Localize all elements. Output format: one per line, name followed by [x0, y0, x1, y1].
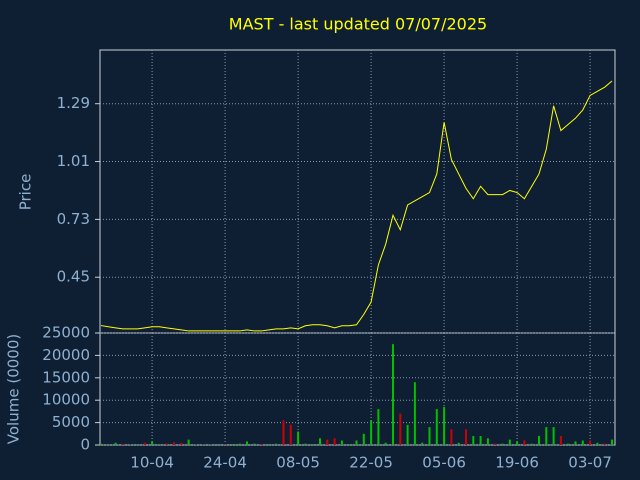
volume-bar [545, 427, 548, 445]
volume-bar [472, 436, 475, 445]
volume-bar [465, 429, 467, 445]
volume-bar [107, 444, 110, 445]
volume-bar [297, 431, 300, 445]
volume-bar [114, 442, 117, 445]
volume-bar [238, 443, 241, 445]
volume-bar [340, 440, 343, 445]
x-tick-label: 05-06 [422, 454, 466, 472]
volume-bar [538, 436, 540, 445]
volume-bar [589, 440, 592, 445]
volume-bar [136, 444, 139, 445]
volume-bar [362, 433, 365, 445]
x-tick-label: 19-06 [495, 454, 539, 472]
volume-bar [457, 442, 460, 445]
volume-bar [384, 442, 387, 445]
y-tick-label: 0.73 [57, 210, 90, 228]
x-tick-label: 24-04 [203, 454, 247, 472]
price-line [100, 80, 613, 332]
volume-bar [611, 439, 613, 445]
volume-bar [158, 444, 161, 445]
volume-bar [333, 438, 336, 445]
volume-bar [486, 438, 489, 445]
volume-bar [435, 409, 438, 445]
volume-bar [574, 441, 577, 445]
volume-bar [311, 444, 314, 445]
y-tick-label: 0.45 [57, 268, 90, 286]
volume-bar [319, 438, 321, 445]
volume-bar [370, 420, 373, 445]
volume-bar [180, 442, 183, 445]
y-tick-label: 5000 [52, 413, 90, 431]
y-tick-label: 10000 [42, 391, 90, 409]
volume-bar [516, 441, 519, 445]
volume-bar [151, 441, 154, 445]
volume-bar [399, 413, 402, 445]
volume-bar [231, 444, 234, 445]
y-axis-label: Price [17, 174, 35, 211]
y-tick-label: 0 [80, 436, 90, 454]
volume-bar [530, 443, 533, 445]
volume-bar [143, 442, 146, 445]
y-tick-label: 20000 [42, 346, 90, 364]
volume-bar [253, 443, 256, 445]
volume-bar [443, 406, 446, 445]
x-tick-label: 22-05 [349, 454, 393, 472]
volume-bar [275, 443, 278, 445]
volume-bar [428, 427, 431, 445]
volume-bar [173, 442, 175, 445]
volume-bar [581, 440, 584, 445]
volume-bar [567, 443, 570, 445]
volume-bar [289, 424, 292, 445]
volume-bar [282, 420, 285, 445]
volume-bar [100, 443, 102, 445]
y-tick-label: 1.29 [57, 94, 90, 112]
volume-bar [267, 444, 270, 445]
volume-bar [406, 424, 409, 445]
volume-bar [559, 436, 562, 445]
volume-bar [494, 443, 497, 445]
volume-bar [377, 409, 380, 445]
volume-bar [246, 441, 248, 445]
y-tick-label: 25000 [42, 324, 90, 342]
volume-bar [479, 436, 482, 445]
chart-title: MAST - last updated 07/07/2025 [229, 15, 487, 34]
volume-bar [552, 427, 555, 445]
volume-bar [260, 444, 263, 445]
x-tick-label: 03-07 [568, 454, 612, 472]
x-tick-label: 08-05 [276, 454, 320, 472]
y-tick-label: 1.01 [57, 152, 90, 170]
volume-bar [187, 439, 190, 445]
volume-bar [508, 439, 511, 445]
volume-bar [392, 344, 394, 445]
x-tick-label: 10-04 [130, 454, 174, 472]
volume-bar [603, 443, 606, 445]
volume-bar [216, 444, 219, 445]
volume-bar [450, 429, 453, 445]
volume-bar [413, 382, 416, 445]
volume-bar [501, 443, 504, 445]
volume-bar [596, 442, 599, 445]
y-tick-label: 15000 [42, 368, 90, 386]
volume-bar [421, 442, 424, 445]
volume-bar [326, 439, 329, 445]
volume-bar [348, 444, 351, 445]
volume-bar [165, 443, 168, 445]
y-axis-label: Volume (0000) [5, 334, 23, 444]
volume-bar [304, 443, 307, 445]
volume-bar [121, 444, 124, 445]
volume-bar [355, 440, 358, 445]
volume-bar [523, 440, 526, 445]
